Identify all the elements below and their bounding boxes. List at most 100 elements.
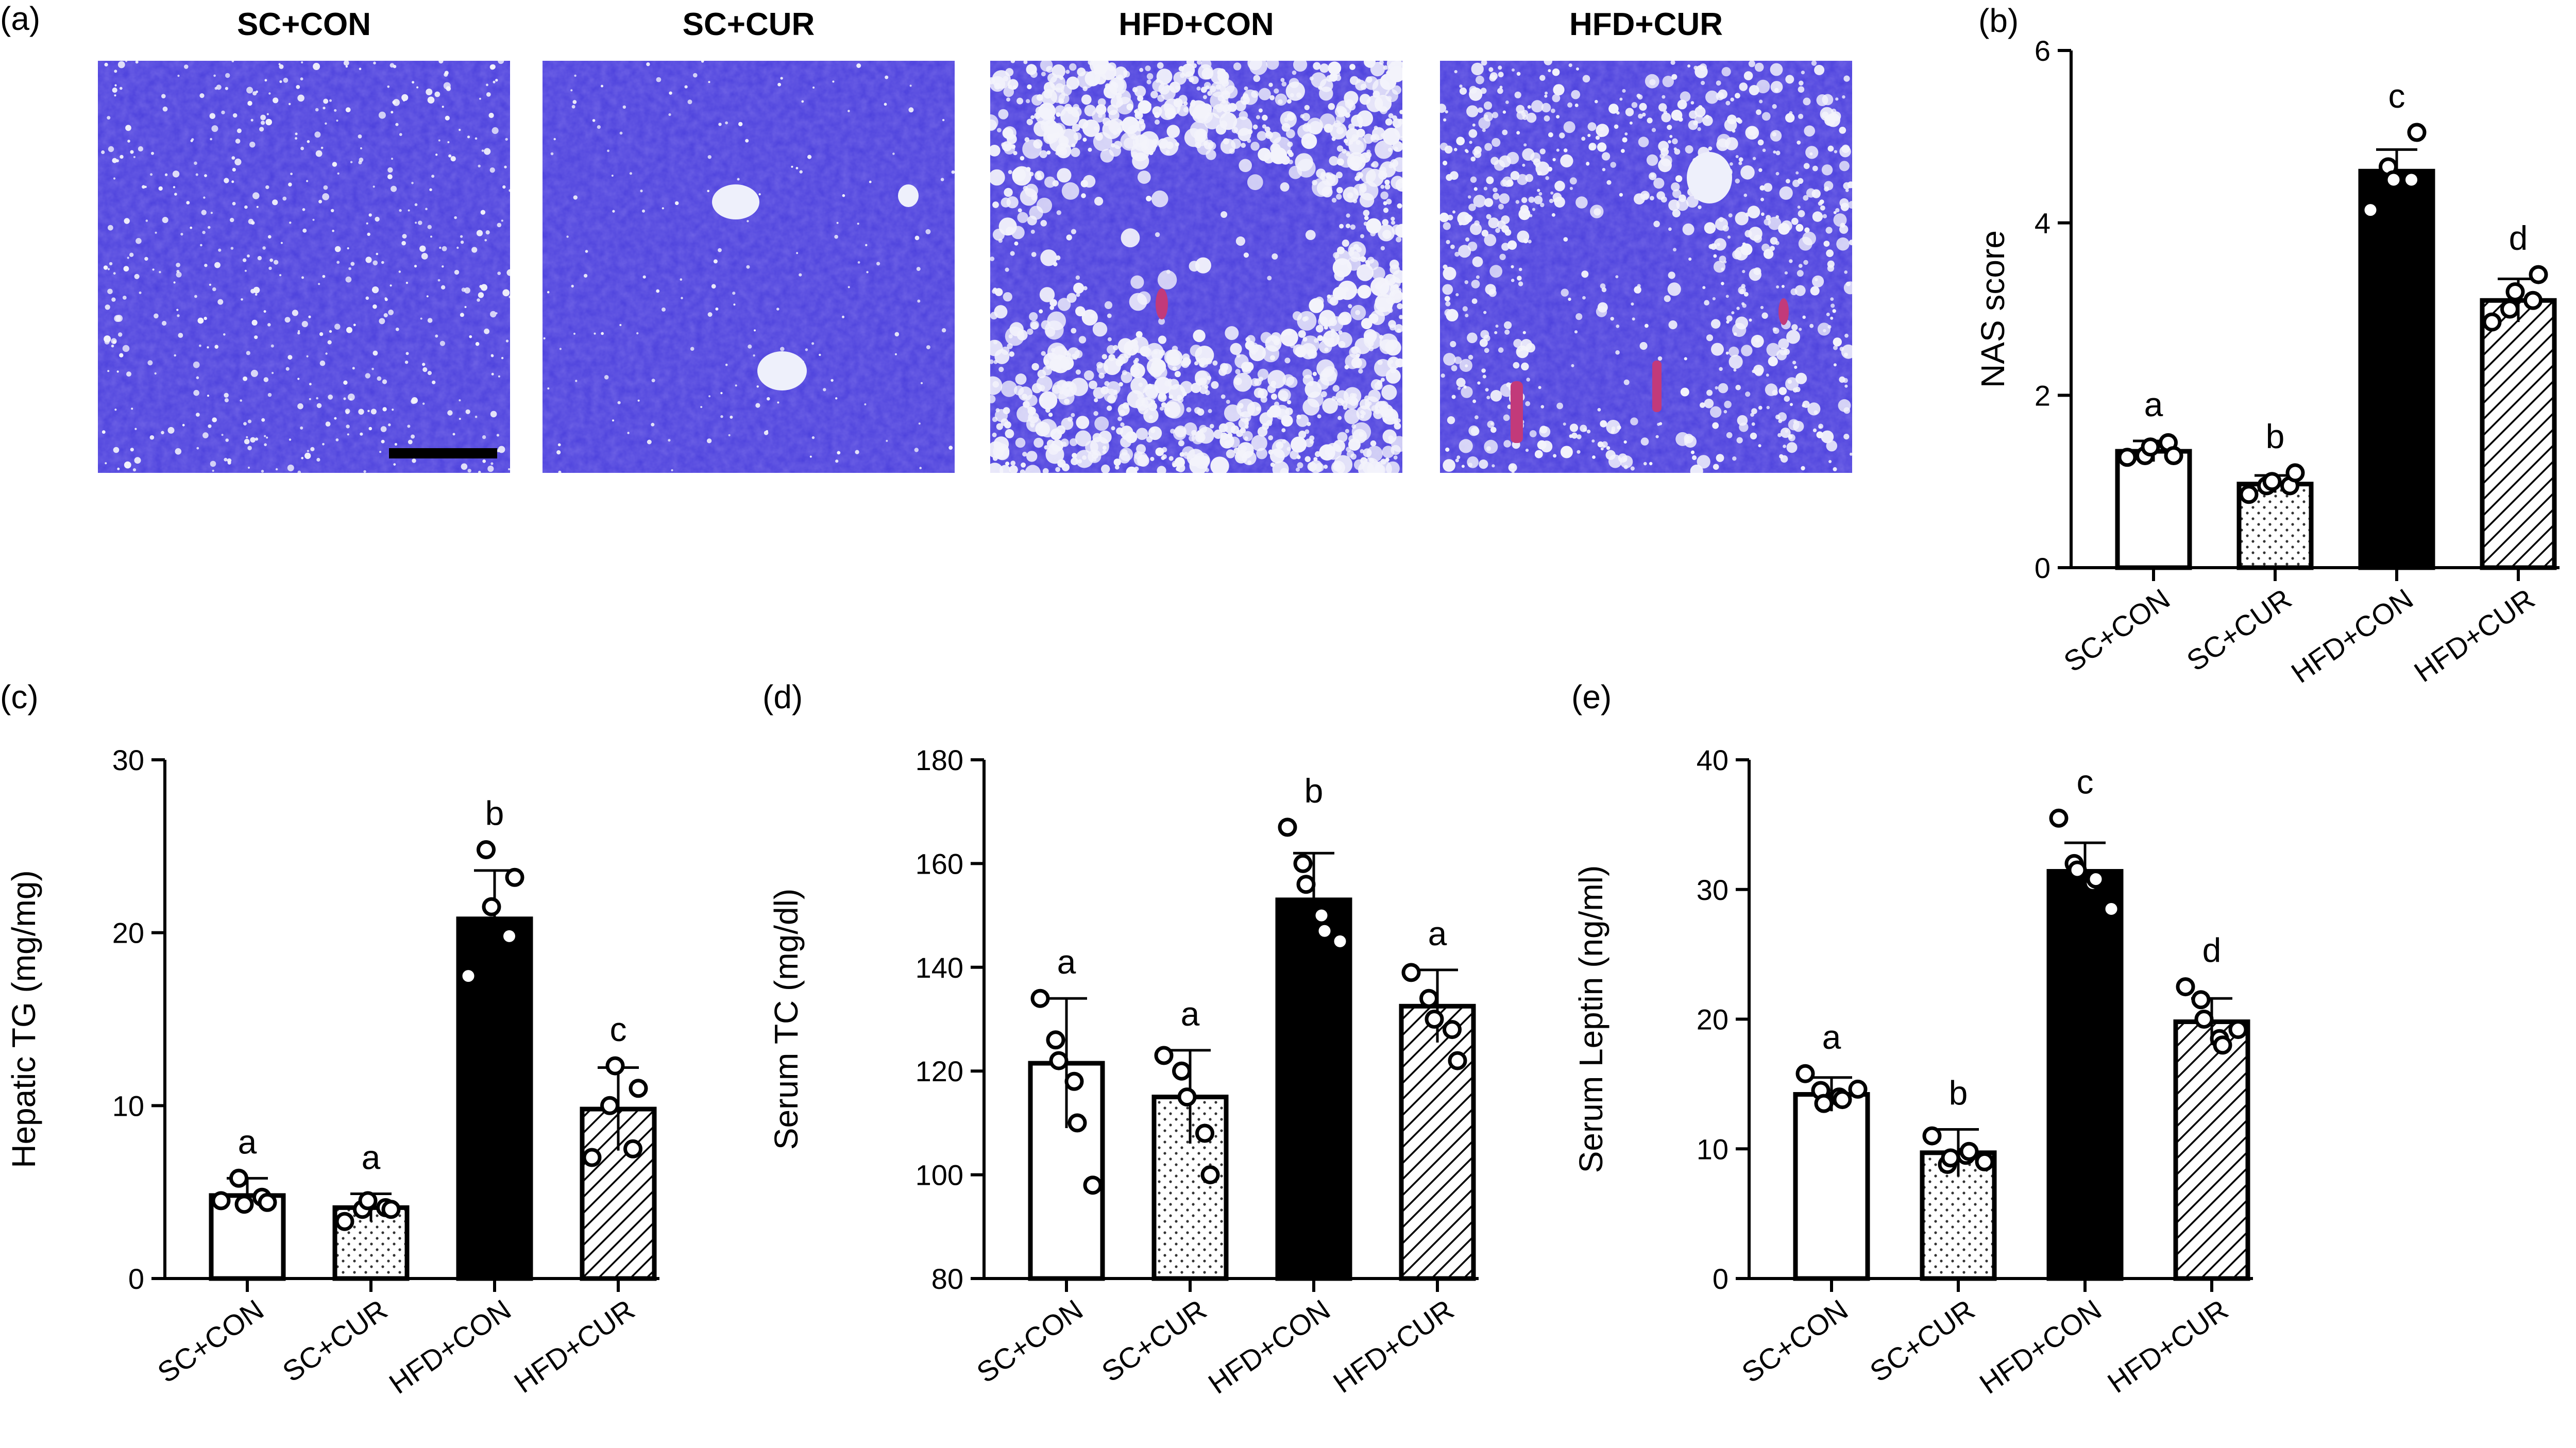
lipid-vacuole bbox=[1055, 467, 1061, 472]
lipid-vacuole bbox=[1822, 94, 1834, 106]
lipid-vacuole bbox=[1779, 347, 1788, 355]
lipid-vacuole bbox=[1777, 412, 1787, 422]
lipid-vacuole bbox=[425, 208, 428, 211]
lipid-vacuole bbox=[372, 260, 378, 266]
lipid-vacuole bbox=[1094, 126, 1098, 131]
lipid-vacuole bbox=[1351, 114, 1363, 127]
lipid-vacuole bbox=[490, 64, 496, 70]
lipid-vacuole bbox=[1174, 371, 1181, 378]
lipid-vacuole bbox=[1015, 437, 1026, 448]
lipid-vacuole bbox=[1772, 104, 1777, 109]
lipid-vacuole bbox=[1450, 244, 1455, 249]
lipid-vacuole bbox=[1190, 345, 1202, 357]
lipid-vacuole bbox=[498, 61, 504, 64]
central-vein bbox=[898, 184, 919, 207]
lipid-vacuole bbox=[1055, 83, 1064, 93]
lipid-vacuole bbox=[1081, 94, 1092, 105]
lipid-vacuole bbox=[1328, 61, 1342, 75]
lipid-vacuole bbox=[1752, 157, 1756, 160]
lipid-vacuole bbox=[1493, 187, 1498, 193]
lipid-vacuole bbox=[1799, 80, 1804, 86]
lipid-vacuole bbox=[1458, 245, 1471, 258]
lipid-vacuole bbox=[295, 137, 298, 140]
lipid-vacuole bbox=[1468, 354, 1473, 360]
lipid-vacuole bbox=[842, 194, 845, 197]
lipid-vacuole bbox=[1130, 275, 1144, 289]
lipid-vacuole bbox=[108, 225, 113, 231]
lipid-vacuole bbox=[1833, 211, 1837, 214]
data-point bbox=[1067, 1113, 1087, 1133]
lipid-vacuole bbox=[196, 447, 199, 450]
lipid-vacuole bbox=[1671, 109, 1683, 121]
lipid-vacuole bbox=[442, 265, 444, 268]
lipid-vacuole bbox=[1292, 311, 1302, 321]
lipid-vacuole bbox=[884, 103, 887, 106]
lipid-vacuole bbox=[1004, 421, 1011, 429]
lipid-vacuole bbox=[1672, 209, 1681, 217]
lipid-vacuole bbox=[1809, 323, 1814, 328]
lipid-vacuole bbox=[1759, 99, 1763, 104]
lipid-vacuole bbox=[1790, 288, 1798, 296]
lipid-vacuole bbox=[1375, 294, 1394, 312]
lipid-vacuole bbox=[1115, 465, 1120, 470]
lipid-vacuole bbox=[1483, 186, 1487, 191]
lipid-vacuole bbox=[1757, 139, 1764, 146]
lipid-vacuole bbox=[394, 442, 398, 446]
lipid-vacuole bbox=[1639, 342, 1648, 350]
category-label: SC+CUR bbox=[1864, 1293, 1980, 1388]
lipid-vacuole bbox=[1495, 228, 1500, 233]
y-tick-label: 2 bbox=[2035, 379, 2050, 412]
lipid-vacuole bbox=[1316, 168, 1326, 179]
lipid-vacuole bbox=[1545, 91, 1548, 95]
lipid-vacuole bbox=[509, 295, 510, 298]
lipid-vacuole bbox=[1528, 196, 1535, 203]
lipid-vacuole bbox=[1036, 107, 1054, 125]
lipid-vacuole bbox=[607, 149, 609, 152]
lipid-vacuole bbox=[414, 203, 418, 207]
lipid-vacuole bbox=[225, 87, 228, 90]
lipid-vacuole bbox=[1522, 163, 1526, 167]
lipid-vacuole bbox=[1117, 127, 1122, 133]
lipid-vacuole bbox=[1556, 148, 1560, 152]
lipid-vacuole bbox=[1836, 237, 1850, 251]
lipid-vacuole bbox=[1493, 193, 1500, 200]
lipid-vacuole bbox=[1464, 214, 1472, 223]
lipid-vacuole bbox=[1742, 242, 1746, 246]
lipid-vacuole bbox=[1632, 317, 1635, 321]
lipid-vacuole bbox=[1006, 226, 1014, 235]
lipid-vacuole bbox=[1039, 391, 1058, 410]
lipid-vacuole bbox=[1360, 186, 1367, 193]
lipid-vacuole bbox=[1468, 203, 1476, 211]
lipid-vacuole bbox=[1668, 227, 1672, 231]
lipid-vacuole bbox=[1159, 137, 1179, 156]
lipid-vacuole bbox=[1797, 178, 1804, 184]
lipid-vacuole bbox=[1155, 120, 1160, 125]
lipid-vacuole bbox=[1189, 77, 1194, 82]
lipid-vacuole bbox=[1394, 420, 1399, 425]
lipid-vacuole bbox=[1082, 138, 1087, 142]
lipid-vacuole bbox=[1659, 422, 1663, 425]
lipid-vacuole bbox=[1520, 205, 1529, 213]
lipid-vacuole bbox=[909, 84, 912, 87]
lipid-vacuole bbox=[992, 381, 999, 388]
significance-letter: a bbox=[2144, 385, 2163, 423]
lipid-vacuole bbox=[1104, 301, 1113, 310]
lipid-vacuole bbox=[1315, 451, 1321, 457]
lipid-vacuole bbox=[1477, 381, 1481, 385]
lipid-vacuole bbox=[756, 385, 759, 388]
lipid-vacuole bbox=[1020, 469, 1026, 473]
lipid-vacuole bbox=[1718, 383, 1728, 394]
lipid-vacuole bbox=[1388, 163, 1394, 168]
lipid-vacuole bbox=[1761, 112, 1771, 121]
lipid-vacuole bbox=[1442, 284, 1453, 295]
lipid-vacuole bbox=[332, 162, 337, 167]
lipid-vacuole bbox=[1706, 389, 1713, 396]
lipid-vacuole bbox=[1649, 462, 1653, 466]
lipid-vacuole bbox=[134, 428, 137, 430]
lipid-vacuole bbox=[1784, 396, 1790, 402]
lipid-vacuole bbox=[103, 265, 108, 270]
lipid-vacuole bbox=[1479, 338, 1488, 347]
data-point bbox=[629, 1079, 648, 1098]
lipid-vacuole bbox=[1105, 83, 1111, 89]
lipid-vacuole bbox=[1769, 246, 1775, 251]
